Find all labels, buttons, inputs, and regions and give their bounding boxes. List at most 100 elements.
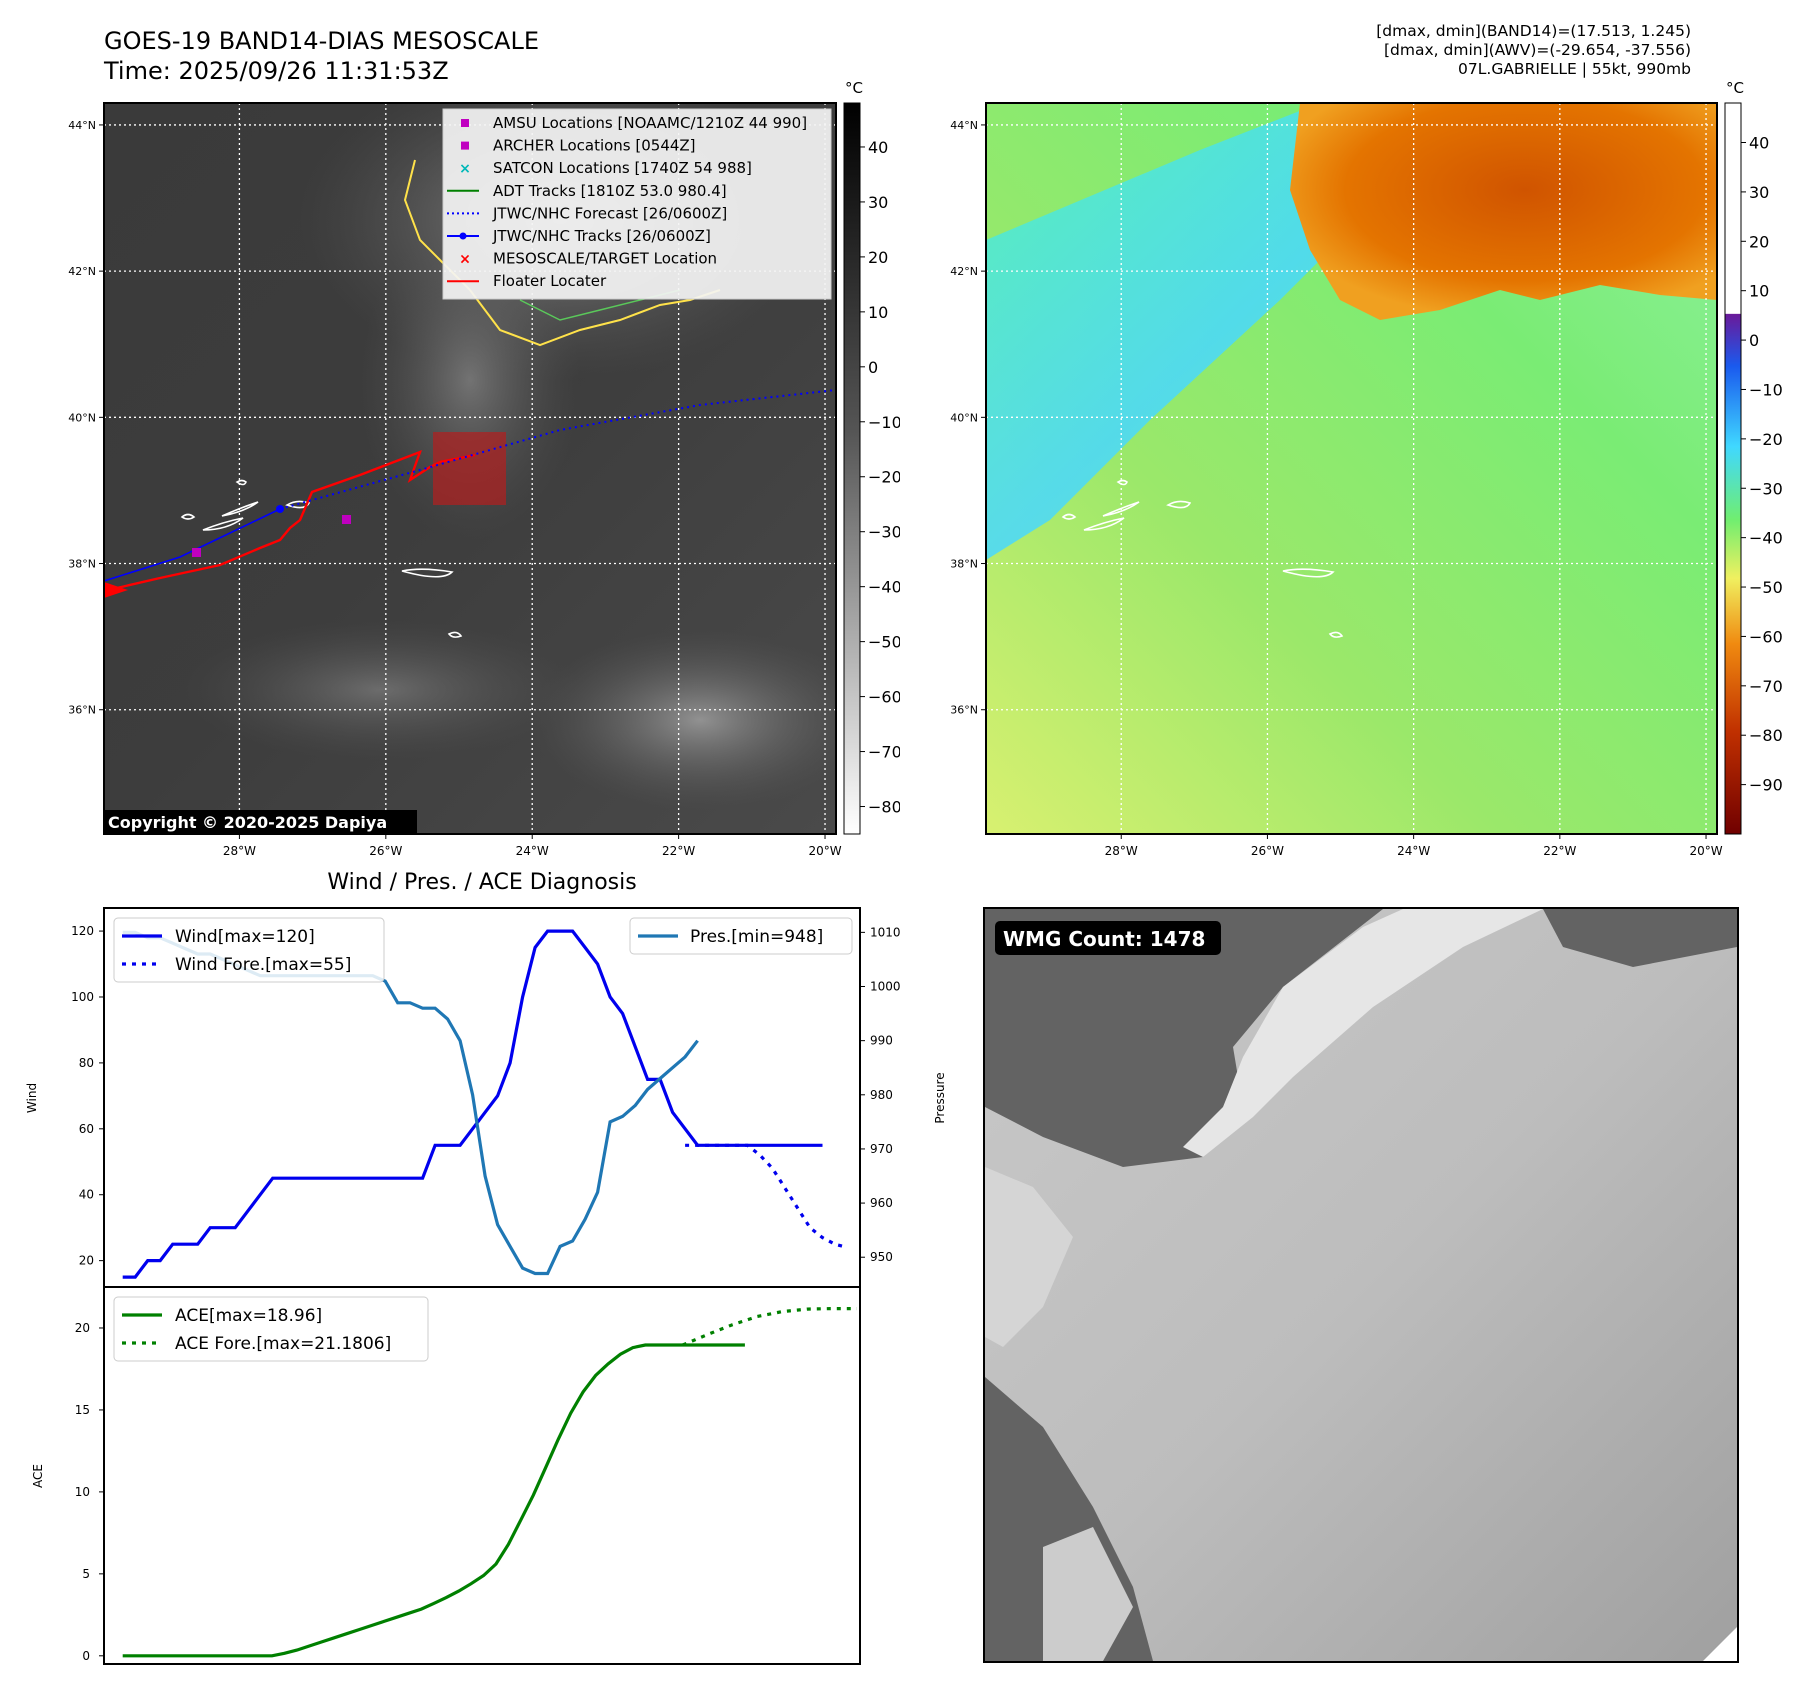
title-line-1: GOES-19 BAND14-DIAS MESOSCALE (104, 27, 540, 55)
colorbar-tick-label: −50 (1749, 578, 1783, 597)
legend-label: MESOSCALE/TARGET Location (493, 250, 717, 268)
ir-lat-label: 40°N (68, 411, 96, 424)
pressure-y-tick-label: 980 (870, 1088, 893, 1102)
colorbar-tick-label: −80 (868, 798, 900, 817)
ace-y-tick-label: 15 (75, 1403, 90, 1417)
legend-square-marker (461, 119, 469, 127)
wv-lon-label: 24°W (1397, 844, 1430, 858)
wv-colorbar (1724, 102, 1742, 835)
ace-plot-border (103, 1286, 861, 1665)
wind-legend-box (113, 917, 385, 983)
colorbar-tick-label: 0 (868, 358, 878, 377)
colorbar-tick-label: −80 (1749, 726, 1783, 745)
ir-cloud-mid (360, 220, 580, 540)
island-sao-jorge (221, 501, 259, 517)
wmg-count-text: WMG Count: 1478 (1003, 927, 1205, 951)
colorbar-tick-label: −40 (1749, 529, 1783, 548)
wind-y-tick-label: 100 (71, 990, 94, 1004)
ir-plot-border (103, 102, 837, 835)
pressure-y-tick-label: 970 (870, 1142, 893, 1156)
ir-map-panel: 44°N 42°N 40°N 38°N 36°N 28°W 26°W 24°W 22°W 20°W… (68, 79, 900, 858)
series-line-1 (685, 1143, 848, 1250)
colorbar-tick-label: −70 (868, 743, 900, 762)
wv-island-outlines (1061, 479, 1344, 638)
wv-lat-label: 36°N (950, 704, 978, 717)
ir-cloud-edge-contour (403, 159, 721, 347)
wind-legend: Wind[max=120] Wind Fore.[max=55] (113, 917, 385, 983)
colorbar-tick-label: −30 (868, 523, 900, 542)
island-flores (235, 479, 247, 486)
jtwc-nhc-track-line (104, 508, 281, 582)
ir-lon-label: 20°W (808, 844, 841, 858)
wind-y-tick-label: 80 (79, 1056, 94, 1070)
colorbar-tick-label: −60 (868, 688, 900, 707)
wv-lon-label: 26°W (1251, 844, 1284, 858)
amsu-location-marker (342, 515, 351, 524)
legend-label: ADT Tracks [1810Z 53.0 980.4] (493, 182, 727, 200)
wv-lon-label: 28°W (1105, 844, 1138, 858)
ace-y-tick-label: 0 (82, 1649, 90, 1663)
pressure-y-tick-label: 1010 (870, 925, 901, 939)
wv-colorbar-ticks: 40 30 20 10 0 −10 −20 −30 −40 −50 −60 −70 −80 −90 (1741, 134, 1783, 795)
wmg-bright-band (1183, 909, 1543, 1157)
colorbar-tick-label: −90 (1749, 776, 1783, 795)
wmg-warm-region-north (985, 909, 1383, 1167)
wv-gridlines (986, 103, 1717, 834)
ir-colorbar-ticks: 40 30 20 10 0 −10 −20 −30 −40 −50 −60 −70 −80 (860, 138, 900, 817)
colorbar-tick-label: −20 (868, 468, 900, 487)
ir-colorbar (843, 102, 861, 835)
wv-map-panel: 44°N 42°N 40°N 38°N 36°N 28°W 26°W 24°W 22°W 20°W… (950, 79, 1783, 858)
wmg-bright-edge-west (985, 1167, 1073, 1347)
wv-island-terceira (1166, 500, 1192, 509)
ace-legend: ACE[max=18.96] ACE Fore.[max=21.1806] (113, 1296, 429, 1362)
wmg-corner-white (1703, 1627, 1737, 1661)
wv-lon-label: 22°W (1543, 844, 1576, 858)
wv-colorbar-unit: °C (1726, 79, 1744, 97)
ir-cloud-south (530, 630, 836, 810)
mesoscale-target-box (433, 432, 506, 505)
wind-axis-label: Wind (25, 1083, 39, 1113)
colorbar-tick-label: −10 (868, 413, 900, 432)
title-line-2: Time: 2025/09/26 11:31:53Z (104, 57, 449, 85)
ir-lon-label: 28°W (223, 844, 256, 858)
info-block: [dmax, dmin](BAND14)=(17.513, 1.245) [dm… (1376, 22, 1691, 79)
colorbar-tick-label: −20 (1749, 430, 1783, 449)
colorbar-tick-label: 20 (868, 248, 888, 267)
wv-island-santa-maria (1328, 631, 1344, 638)
wmg-panel: WMG Count: 1478 (983, 907, 1739, 1663)
wind-y-tick-label: 20 (79, 1254, 94, 1268)
wmg-warm-region-northeast (1543, 909, 1737, 967)
legend-label: ACE[max=18.96] (175, 1306, 322, 1326)
legend-square-marker (461, 141, 469, 150)
island-pico (202, 517, 244, 531)
colorbar-tick-label: −10 (1749, 380, 1783, 399)
wv-cold-cloud (1290, 103, 1717, 320)
colorbar-tick-label: 10 (1749, 282, 1769, 301)
ir-colorbar-unit: °C (845, 79, 863, 97)
colorbar-tick-label: −30 (1749, 479, 1783, 498)
colorbar-tick-label: 0 (1749, 331, 1759, 350)
copyright-box (104, 810, 417, 834)
wv-island-sao-miguel (1282, 568, 1335, 578)
pressure-y-tick-label: 960 (870, 1196, 893, 1210)
ace-y-tick-label: 20 (75, 1321, 90, 1335)
ace-legend-box (113, 1296, 429, 1362)
colorbar-tick-label: −50 (868, 633, 900, 652)
wv-island-pico (1083, 517, 1125, 531)
copyright-text: Copyright © 2020-2025 Dapiya (108, 813, 387, 832)
ace-y-tick-label: 5 (82, 1567, 90, 1581)
legend-label: Pres.[min=948] (690, 927, 823, 947)
wv-island-sao-jorge (1102, 501, 1140, 517)
island-faial (180, 513, 196, 520)
pressure-y-tick-label: 990 (870, 1034, 893, 1048)
colorbar-tick-label: 10 (868, 303, 888, 322)
wind-pressure-chart: Wind / Pres. / ACE Diagnosis 20 40 60 80 100… (25, 870, 947, 1288)
ace-series-line-0 (122, 1343, 745, 1658)
info-line-1: [dmax, dmin](BAND14)=(17.513, 1.245) (1376, 22, 1691, 40)
legend-x-marker: × (459, 161, 471, 177)
island-terceira (285, 500, 311, 509)
pressure-y-tick-label: 1000 (870, 980, 901, 994)
wmg-count-badge (995, 921, 1221, 955)
wv-lat-label: 42°N (950, 265, 978, 278)
ace-series-line-1 (682, 1307, 857, 1347)
